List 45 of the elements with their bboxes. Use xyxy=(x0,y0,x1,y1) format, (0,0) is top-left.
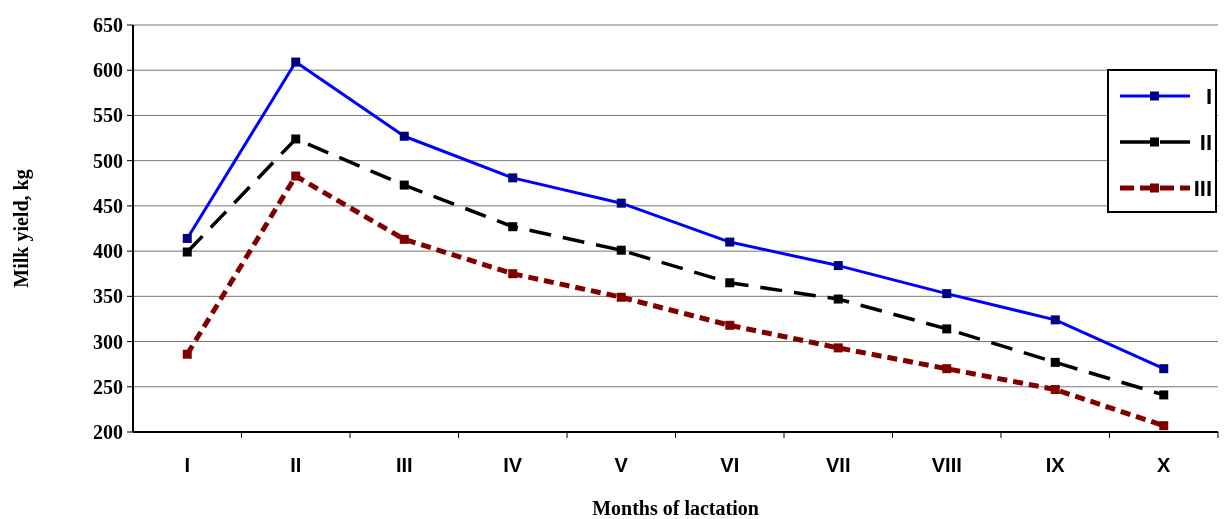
y-tick-label: 650 xyxy=(93,14,123,36)
point xyxy=(1050,384,1060,394)
x-tick-label: VIII xyxy=(931,454,962,476)
y-tick-label: 550 xyxy=(93,104,123,127)
x-tick-label: I xyxy=(184,454,191,476)
point xyxy=(1159,390,1169,400)
legend-label: II xyxy=(1199,129,1212,155)
point xyxy=(508,269,518,279)
point xyxy=(291,134,301,144)
y-tick-label: 350 xyxy=(93,285,123,308)
x-tick-label: IV xyxy=(503,454,523,476)
point xyxy=(182,247,192,257)
point xyxy=(725,278,735,288)
y-tick-label: 500 xyxy=(93,149,123,172)
point xyxy=(725,320,735,330)
y-tick-label: 450 xyxy=(93,194,123,217)
point xyxy=(508,222,518,232)
point xyxy=(291,171,301,181)
point xyxy=(1159,421,1169,431)
point xyxy=(399,234,409,244)
y-tick-label: 400 xyxy=(93,240,123,263)
y-tick-label: 300 xyxy=(93,330,123,353)
x-tick-label: III xyxy=(395,454,413,476)
point xyxy=(1050,357,1060,367)
legend-label: III xyxy=(1193,175,1212,201)
point xyxy=(616,245,626,255)
point xyxy=(833,343,843,353)
point xyxy=(942,324,952,334)
point xyxy=(182,349,192,359)
point xyxy=(942,364,952,374)
legend-label: I xyxy=(1205,83,1212,109)
point xyxy=(833,294,843,304)
x-tick-label: IX xyxy=(1045,454,1066,476)
x-axis-title: Months of lactation xyxy=(592,497,759,519)
y-tick-label: 600 xyxy=(93,59,123,82)
point xyxy=(616,292,626,302)
y-tick-label: 200 xyxy=(93,421,123,443)
x-tick-label: VI xyxy=(720,454,740,476)
x-tick-label: X xyxy=(1157,454,1172,476)
x-tick-label: V xyxy=(614,454,629,476)
point xyxy=(399,180,409,190)
x-tick-label: VII xyxy=(826,454,851,476)
x-tick-label: II xyxy=(290,454,302,476)
y-tick-label: 250 xyxy=(93,375,123,398)
y-axis-title: Milk yield, kg xyxy=(10,169,33,288)
